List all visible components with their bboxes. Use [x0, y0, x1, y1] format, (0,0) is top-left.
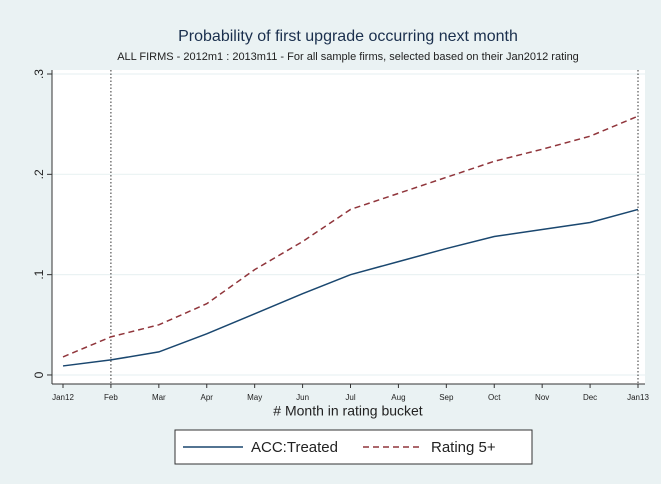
legend: ACC:Treated Rating 5+: [174, 429, 533, 465]
x-tick-label: Dec: [583, 393, 597, 402]
chart-title: Probability of first upgrade occurring n…: [178, 28, 518, 45]
x-tick-label: Mar: [152, 393, 166, 402]
x-tick-label: Feb: [104, 393, 118, 402]
x-tick-label: Apr: [201, 393, 214, 402]
y-tick-label: 0: [32, 371, 46, 378]
x-axis-label: # Month in rating bucket: [273, 403, 423, 419]
legend-label: ACC:Treated: [251, 439, 338, 456]
series-line: [62, 208, 639, 367]
y-tick-label: .3: [32, 69, 46, 79]
x-tick-label: Oct: [488, 393, 501, 402]
x-tick-label: Jul: [345, 393, 355, 402]
x-tick-label: Nov: [535, 393, 549, 402]
x-tick-label: Sep: [439, 393, 454, 402]
legend-label: Rating 5+: [431, 439, 496, 456]
x-tick-label: Jan12: [52, 393, 74, 402]
y-tick-label: .1: [32, 269, 46, 279]
y-tick-label: .2: [32, 169, 46, 179]
x-tick-label: Aug: [391, 393, 405, 402]
x-tick-label: May: [247, 393, 262, 402]
chart-subtitle: ALL FIRMS - 2012m1 : 2013m11 - For all s…: [117, 51, 579, 63]
series-line: [62, 115, 639, 358]
x-tick-label: Jun: [296, 393, 309, 402]
plot-area: [52, 70, 645, 384]
x-tick-label: Jan13: [627, 393, 649, 402]
